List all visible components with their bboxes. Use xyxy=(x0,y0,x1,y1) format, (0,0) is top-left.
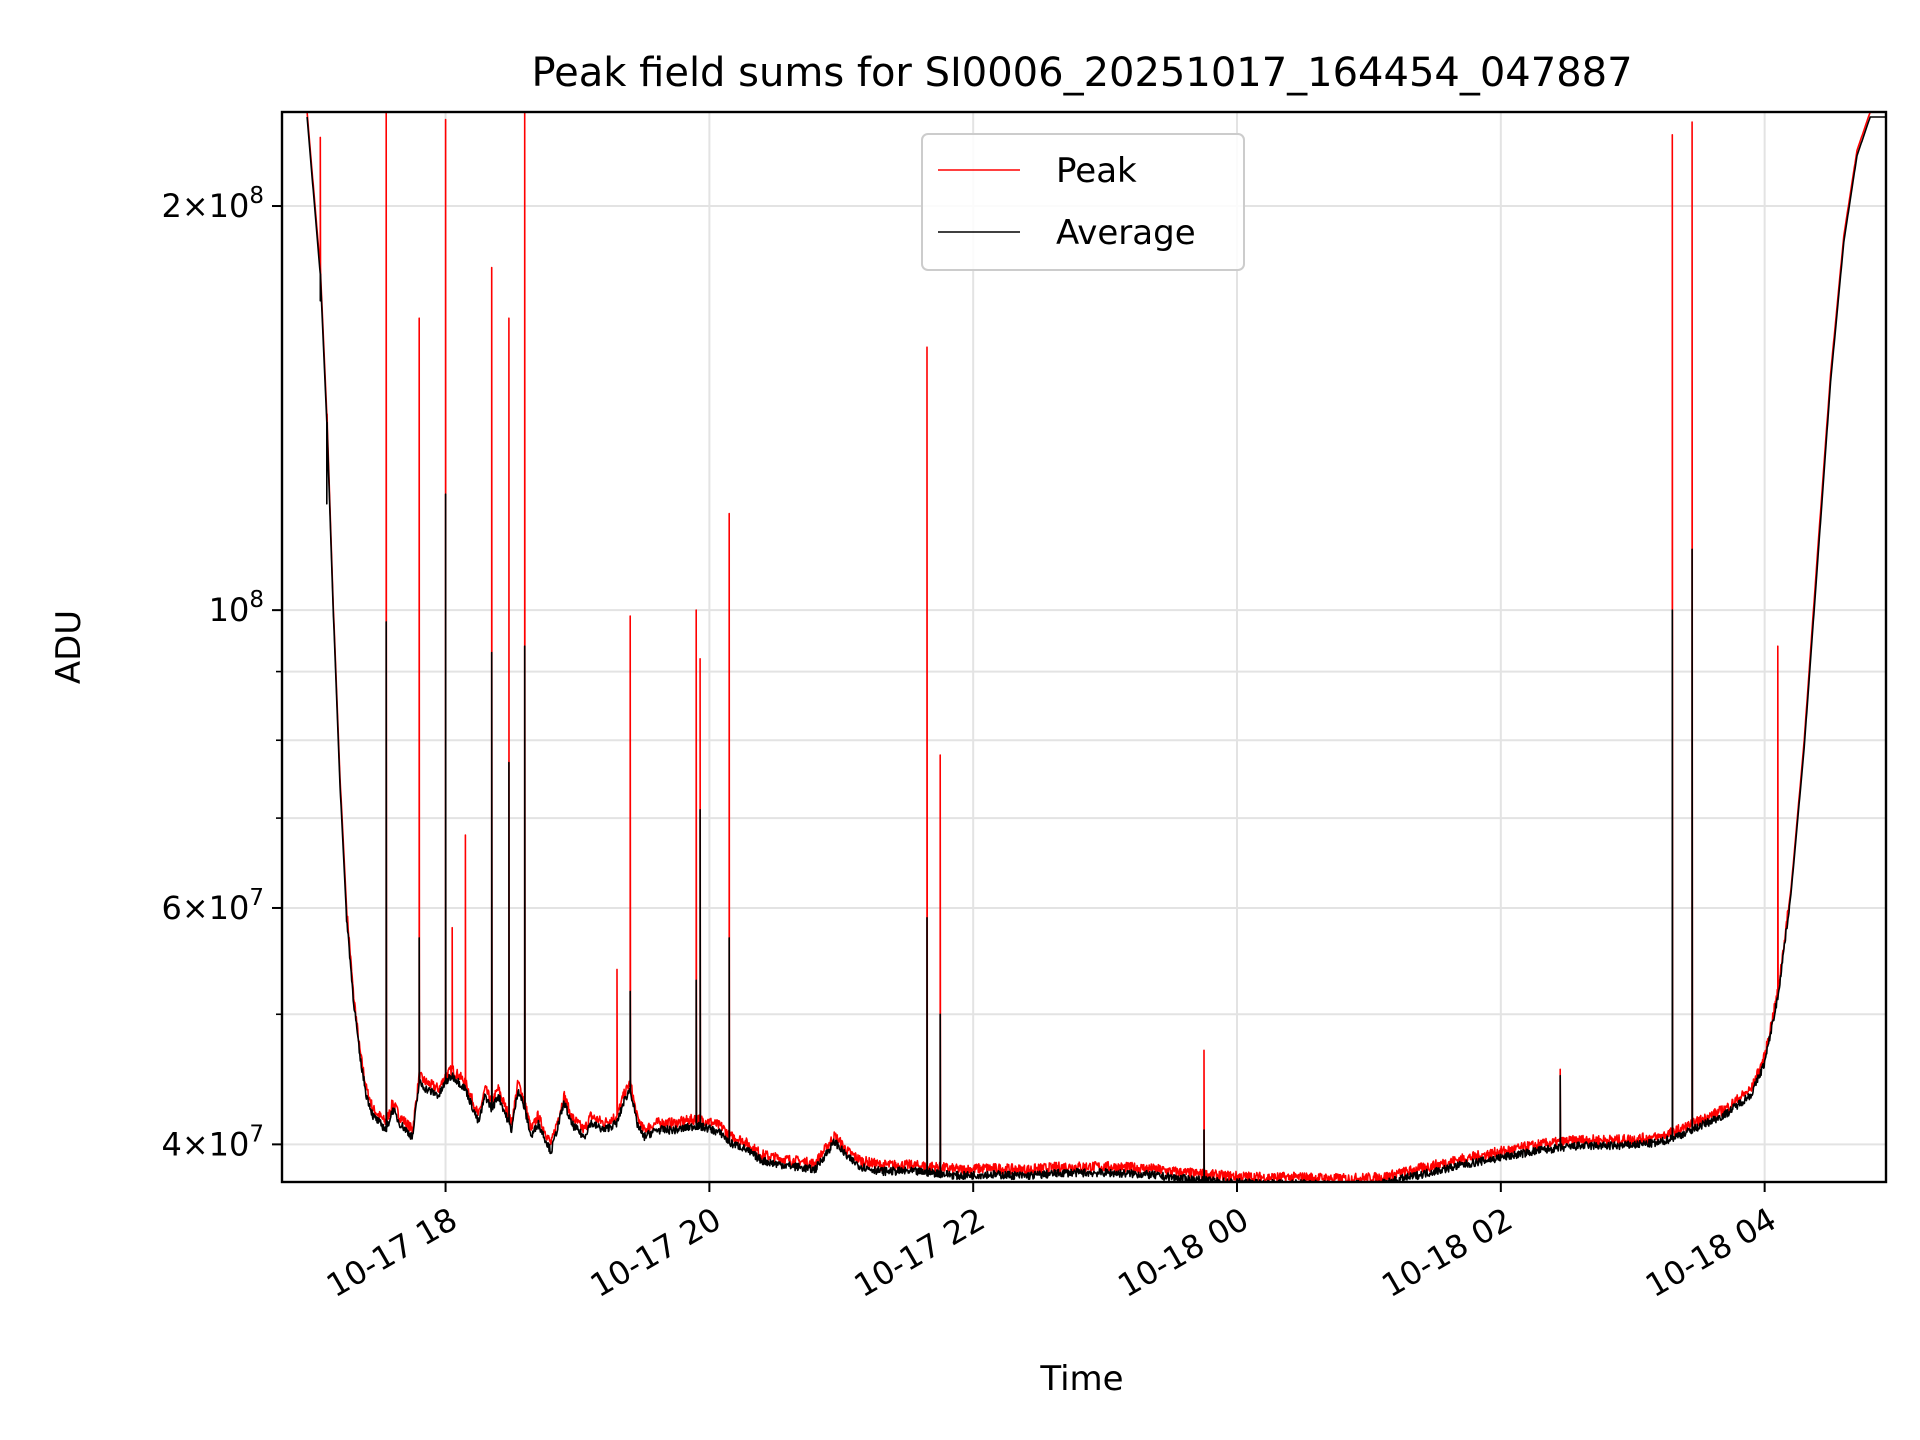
chart-title: Peak field sums for SI0006_20251017_1644… xyxy=(531,50,1632,96)
y-axis: 4×107 6×107 108 2×108 xyxy=(161,183,282,1163)
y-tick-label: 6×107 xyxy=(161,885,264,927)
y-tick-label: 2×108 xyxy=(161,183,264,225)
legend: Peak Average xyxy=(921,133,1245,271)
legend-peak-label: Peak xyxy=(1056,151,1137,191)
y-tick-label: 108 xyxy=(209,587,264,629)
y-axis-label: ADU xyxy=(49,610,89,684)
plot-frame xyxy=(280,110,1888,1184)
legend-average-label: Average xyxy=(1056,213,1196,253)
y-tick-label: 4×107 xyxy=(161,1121,264,1163)
series-line-peak xyxy=(306,112,1886,1182)
legend-box xyxy=(921,133,1245,271)
series-layer xyxy=(306,112,1886,1182)
series-line-average xyxy=(306,116,1886,1182)
x-axis-label: Time xyxy=(1039,1359,1123,1399)
